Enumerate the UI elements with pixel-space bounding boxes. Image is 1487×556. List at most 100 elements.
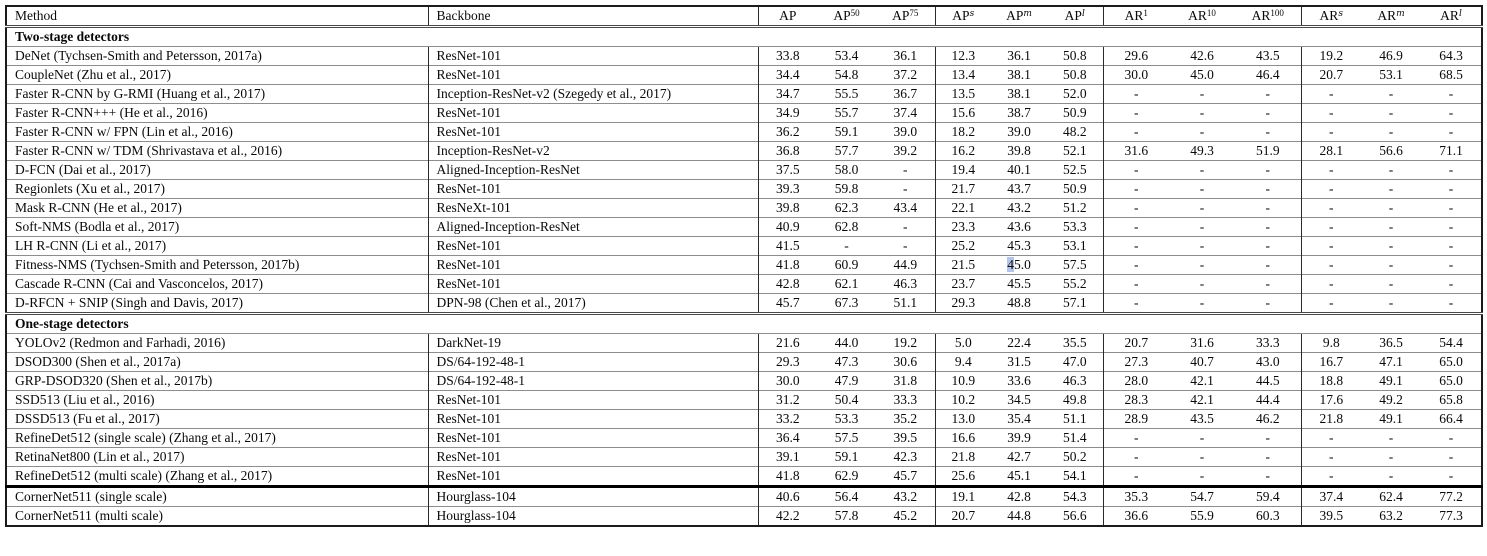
cell-method: Faster R-CNN+++ (He et al., 2016) xyxy=(6,103,428,123)
cell-ar100: 46.4 xyxy=(1235,65,1301,85)
column-header-ap-l: APl xyxy=(1064,8,1085,23)
cell-ar-l: - xyxy=(1421,217,1482,237)
cell-ar100: - xyxy=(1235,428,1301,448)
cell-ar100: - xyxy=(1235,274,1301,294)
cell-ap75: 35.2 xyxy=(876,409,935,429)
cell-ap-m: 42.7 xyxy=(991,447,1047,467)
cell-ar10: - xyxy=(1169,447,1235,467)
cell-method: YOLOv2 (Redmon and Farhadi, 2016) xyxy=(6,333,428,353)
cell-ar10: - xyxy=(1169,84,1235,104)
cell-backbone: ResNet-101 xyxy=(427,466,758,487)
cell-method: DSSD513 (Fu et al., 2017) xyxy=(6,409,428,429)
cell-method: LH R-CNN (Li et al., 2017) xyxy=(6,236,428,256)
cell-ap-l: 50.2 xyxy=(1047,447,1103,467)
table-row: Faster R-CNN w/ FPN (Lin et al., 2016) Re… xyxy=(6,122,1482,142)
cell-ar-s: - xyxy=(1300,217,1361,237)
cell-ap50: 59.8 xyxy=(817,179,876,199)
cell-ar1: - xyxy=(1102,103,1169,123)
cell-ar-l: - xyxy=(1421,428,1482,448)
cell-ar-m: - xyxy=(1361,84,1421,104)
cell-ap-l: 53.1 xyxy=(1047,236,1103,256)
cell-ap75: - xyxy=(876,160,935,180)
cell-ap-m: 48.8 xyxy=(991,293,1047,314)
cell-ap-s: 18.2 xyxy=(934,122,991,142)
cell-ap-l: 35.5 xyxy=(1047,333,1103,353)
cell-backbone: ResNet-101 xyxy=(427,428,758,448)
table-row: CoupleNet (Zhu et al., 2017) ResNet-101 34… xyxy=(6,65,1482,85)
table-row: GRP-DSOD320 (Shen et al., 2017b) DS/64-19… xyxy=(6,371,1482,391)
cell-ar1: 28.9 xyxy=(1102,409,1169,429)
column-header-ar10: AR10 xyxy=(1188,8,1216,23)
table-row: CornerNet511 (single scale) Hourglass-104… xyxy=(6,485,1482,507)
cell-ap75: 36.1 xyxy=(876,46,935,66)
cell-ar1: 29.6 xyxy=(1102,46,1169,66)
cell-ap-l: 55.2 xyxy=(1047,274,1103,294)
cell-ar1: 31.6 xyxy=(1102,141,1169,161)
cell-method: Mask R-CNN (He et al., 2017) xyxy=(6,198,428,218)
table-row: DSOD300 (Shen et al., 2017a) DS/64-192-48… xyxy=(6,352,1482,372)
cell-ap75: 44.9 xyxy=(876,255,935,275)
cell-ap50: 57.5 xyxy=(817,428,876,448)
cell-ap: 33.2 xyxy=(757,409,817,429)
table-row: Faster R-CNN+++ (He et al., 2016) ResNet-… xyxy=(6,103,1482,123)
cell-ap-l: 47.0 xyxy=(1047,352,1103,372)
column-header-sup: m xyxy=(1023,9,1032,19)
cell-ar10: - xyxy=(1169,293,1235,314)
cell-ar-m: - xyxy=(1361,447,1421,467)
cell-ap-m: 43.2 xyxy=(991,198,1047,218)
table-row: D-RFCN + SNIP (Singh and Davis, 2017) DPN… xyxy=(6,293,1482,314)
cell-ap75: 42.3 xyxy=(876,447,935,467)
cell-ap75: 31.8 xyxy=(876,371,935,391)
cell-ar-s: 9.8 xyxy=(1300,333,1361,353)
cell-method: Regionlets (Xu et al., 2017) xyxy=(6,179,428,199)
table-row: Fitness-NMS (Tychsen-Smith and Petersson… xyxy=(6,255,1482,275)
cell-ar-m: - xyxy=(1361,274,1421,294)
cell-ar10: 42.1 xyxy=(1169,371,1235,391)
cell-ap-l: 50.9 xyxy=(1047,103,1103,123)
cell-ar-l: 65.0 xyxy=(1421,371,1482,391)
cell-ap-m: 36.1 xyxy=(991,46,1047,66)
cell-method: DSOD300 (Shen et al., 2017a) xyxy=(6,352,428,372)
cell-ar100: 43.5 xyxy=(1235,46,1301,66)
cell-backbone: Inception-ResNet-v2 (Szegedy et al., 201… xyxy=(427,84,758,104)
cell-ap-l: 50.8 xyxy=(1047,65,1103,85)
cell-ap-s: 9.4 xyxy=(934,352,991,372)
cell-ap-l: 49.8 xyxy=(1047,390,1103,410)
cell-ar1: - xyxy=(1102,293,1169,314)
cell-ap75: 43.4 xyxy=(876,198,935,218)
cell-ap-m: 45.5 xyxy=(991,274,1047,294)
cell-ar100: - xyxy=(1235,236,1301,256)
cell-ap50: 47.9 xyxy=(817,371,876,391)
cell-ar-s: - xyxy=(1300,293,1361,314)
cell-method: DeNet (Tychsen-Smith and Petersson, 2017… xyxy=(6,46,428,66)
cell-ar-m: - xyxy=(1361,179,1421,199)
cell-ap-s: 25.6 xyxy=(934,466,991,487)
cell-ar100: - xyxy=(1235,122,1301,142)
column-header-ap-m: APm xyxy=(1006,8,1032,23)
cell-backbone: Hourglass-104 xyxy=(427,485,758,507)
cell-ap50: 62.3 xyxy=(817,198,876,218)
table-row: RefineDet512 (single scale) (Zhang et al… xyxy=(6,428,1482,448)
cell-ap50: 58.0 xyxy=(817,160,876,180)
cell-ar-m: 36.5 xyxy=(1361,333,1421,353)
cell-ap50: 54.8 xyxy=(817,65,876,85)
cell-ar-l: 64.3 xyxy=(1421,46,1482,66)
cell-ar-m: 49.2 xyxy=(1361,390,1421,410)
cell-backbone: DS/64-192-48-1 xyxy=(427,371,758,391)
cell-ar1: - xyxy=(1102,466,1169,487)
cell-ap-m: 42.8 xyxy=(991,485,1047,507)
cell-ap-l: 52.1 xyxy=(1047,141,1103,161)
cell-ar-l: - xyxy=(1421,122,1482,142)
cell-ar100: 60.3 xyxy=(1235,506,1301,526)
cell-ar10: - xyxy=(1169,179,1235,199)
cell-ar-l: 54.4 xyxy=(1421,333,1482,353)
cell-backbone: ResNet-101 xyxy=(427,122,758,142)
cell-ap-m: 44.8 xyxy=(991,506,1047,526)
cell-ar10: 42.1 xyxy=(1169,390,1235,410)
cell-backbone: ResNet-101 xyxy=(427,236,758,256)
cell-ar100: - xyxy=(1235,466,1301,487)
cell-backbone: ResNet-101 xyxy=(427,274,758,294)
table-row: YOLOv2 (Redmon and Farhadi, 2016) DarkNet… xyxy=(6,333,1482,353)
column-header-sup: m xyxy=(1396,9,1405,19)
cell-ap-s: 21.7 xyxy=(934,179,991,199)
